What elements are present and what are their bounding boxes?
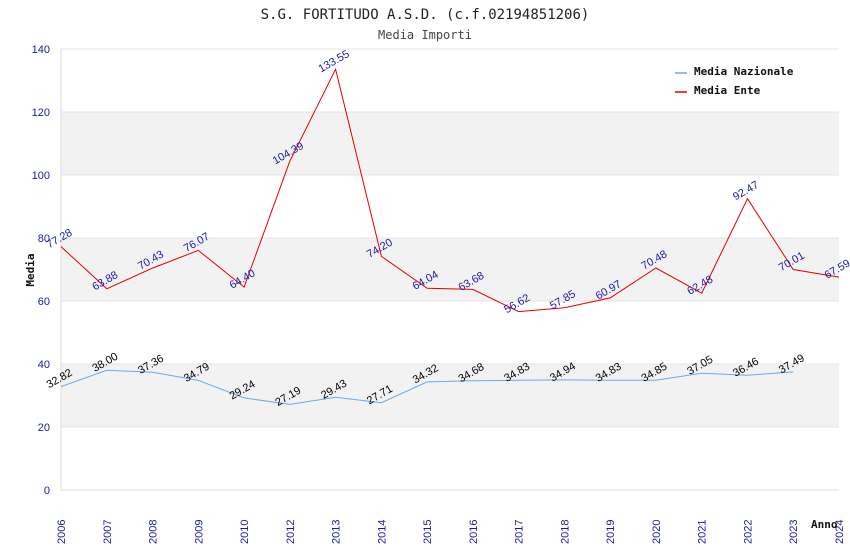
y-tick-label: 40 — [38, 359, 50, 371]
x-tick-label: 2018 — [559, 520, 571, 544]
x-tick-label: 2007 — [102, 520, 114, 544]
chart-title: S.G. FORTITUDO A.S.D. (c.f.02194851206) — [261, 7, 590, 23]
y-tick-label: 20 — [38, 422, 50, 434]
x-tick-label: 2023 — [788, 520, 800, 544]
x-tick-label: 2006 — [56, 520, 68, 544]
series-line-media-ente — [60, 67, 840, 313]
x-tick-label: 2021 — [697, 520, 709, 544]
legend: Media Nazionale Media Ente — [675, 65, 794, 97]
grid-lines — [61, 48, 839, 491]
legend-label-media-nazionale: Media Nazionale — [694, 65, 794, 78]
x-tick-label: 2020 — [651, 520, 663, 544]
y-tick-label: 60 — [38, 296, 50, 308]
y-tick-label: 100 — [32, 170, 50, 182]
y-axis-label: Media — [24, 253, 37, 286]
grid-band — [61, 364, 839, 427]
x-tick-label: 2009 — [193, 520, 205, 544]
x-tick-label: 2016 — [468, 520, 480, 544]
axes — [60, 49, 839, 491]
x-tick-labels: 2006 2007 2008 2009 2010 2012 2013 2014 2015 2016… — [56, 520, 846, 544]
x-tick-label: 2015 — [422, 520, 434, 544]
x-tick-label: 2022 — [742, 520, 754, 544]
x-tick-label: 2013 — [331, 520, 343, 544]
y-tick-label: 120 — [32, 107, 50, 119]
y-tick-label: 0 — [44, 485, 50, 497]
y-tick-labels: 0 20 40 60 80 100 120 140 — [32, 44, 50, 497]
grid-band — [61, 238, 839, 301]
x-tick-label: 2012 — [285, 520, 297, 544]
grid-band — [61, 112, 839, 175]
x-tick-label: 2024 — [834, 520, 846, 544]
series-line-media-nazionale — [60, 369, 794, 405]
x-tick-label: 2010 — [239, 520, 251, 544]
chart-subtitle: Media Importi — [378, 28, 472, 42]
x-tick-label: 2014 — [376, 520, 388, 544]
x-tick-label: 2008 — [148, 520, 160, 544]
x-axis-label: Anno — [811, 518, 838, 531]
x-tick-label: 2019 — [605, 520, 617, 544]
y-tick-label: 80 — [38, 233, 50, 245]
data-label: 92.47 — [731, 179, 761, 203]
grid-bands — [61, 112, 839, 427]
legend-label-media-ente: Media Ente — [694, 84, 761, 97]
y-tick-label: 140 — [32, 44, 50, 56]
x-tick-label: 2017 — [514, 520, 526, 544]
series-lines — [60, 67, 840, 405]
